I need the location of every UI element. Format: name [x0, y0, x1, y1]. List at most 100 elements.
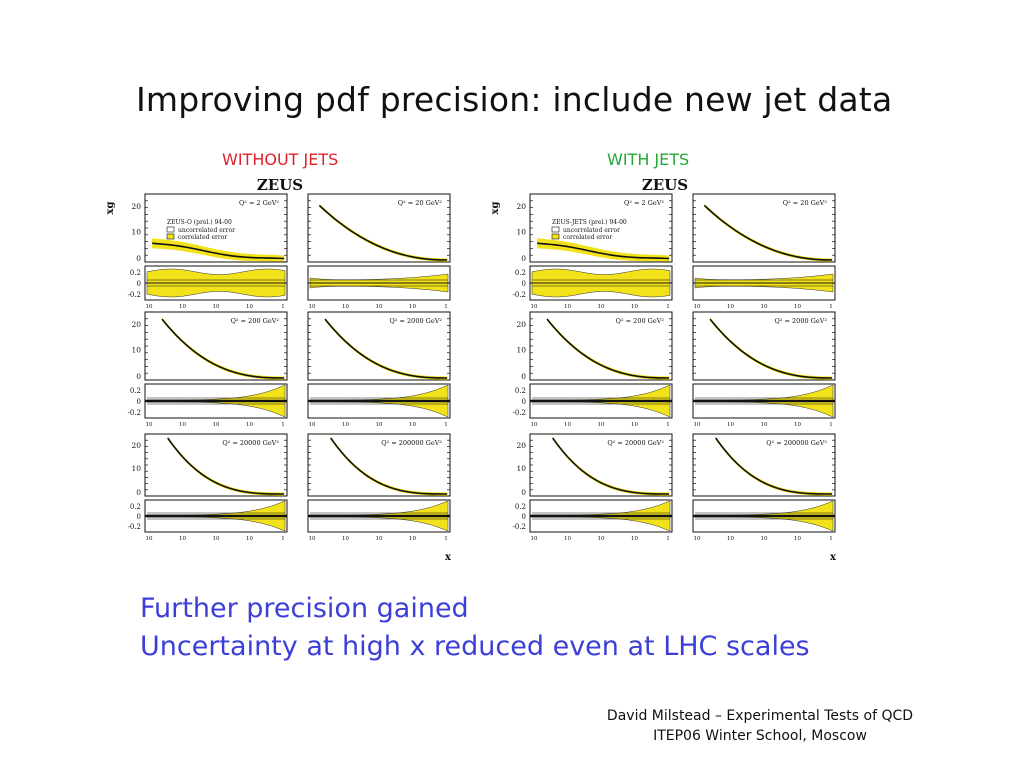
y-tick-label: 10 — [131, 345, 141, 354]
x-tick-label: 10 — [179, 304, 186, 310]
pdf-curve — [552, 437, 670, 495]
ratio-tick-label: 0 — [137, 398, 141, 406]
ratio-panel — [529, 499, 673, 533]
panel-frame — [307, 311, 451, 381]
q2-label: Q² = 20 GeV² — [783, 199, 828, 207]
x-tick-label: 10 — [376, 536, 383, 542]
y-tick-label: 0 — [136, 488, 141, 497]
x-tick-label: 10 — [246, 304, 253, 310]
ratio-tick-label: 0.2 — [130, 387, 141, 395]
plot-panel: Q² = 20000 GeV² — [529, 433, 673, 497]
x-tick-label: 10 — [179, 536, 186, 542]
error-band — [547, 317, 670, 380]
footer: David Milstead – Experimental Tests of Q… — [560, 706, 960, 746]
pdf-curve — [167, 437, 285, 495]
x-tick-label: 10 — [794, 422, 801, 428]
y-tick-label: 10 — [131, 227, 141, 236]
x-tick-label: 10 — [794, 304, 801, 310]
y-tick-label: 0 — [136, 254, 141, 263]
ratio-tick-label: 0 — [137, 513, 141, 521]
q2-label: Q² = 2 GeV² — [239, 199, 279, 207]
fit-label: ZEUS-JETS (prel.) 94-00 — [552, 219, 627, 226]
plot-panel: Q² = 20000 GeV² — [144, 433, 288, 497]
x-tick-label: 10 — [761, 304, 768, 310]
error-band — [710, 317, 833, 380]
panel-frame — [144, 433, 288, 497]
conclusion-text: Further precision gained Uncertainty at … — [140, 590, 810, 666]
plot-panel: Q² = 20 GeV² — [307, 193, 451, 263]
error-band — [152, 238, 285, 262]
x-tick-label: 10 — [409, 304, 416, 310]
ratio-panel — [692, 383, 836, 419]
x-tick-label: 10 — [531, 536, 538, 542]
x-axis-label: x — [445, 552, 452, 563]
x-tick-label: 10 — [179, 422, 186, 428]
ratio-tick-label: -0.2 — [513, 523, 527, 531]
slide-title: Improving pdf precision: include new jet… — [136, 80, 893, 119]
q2-label: Q² = 200000 GeV² — [766, 439, 827, 447]
pdf-curve — [709, 318, 833, 379]
x-tick-label: 1 — [829, 536, 833, 542]
plot-panel: Q² = 2 GeV² ZEUS-O (prel.) 94-00uncorrela… — [144, 193, 288, 263]
ratio-tick-label: -0.2 — [513, 291, 527, 299]
panel-frame — [529, 433, 673, 497]
plot-panel: Q² = 200 GeV² — [144, 311, 288, 381]
x-tick-label: 10 — [631, 422, 638, 428]
x-tick-label: 1 — [666, 422, 670, 428]
q2-label: Q² = 2000 GeV² — [390, 317, 443, 325]
y-tick-label: 20 — [131, 441, 141, 450]
ratio-tick-label: -0.2 — [128, 523, 142, 531]
ratio-panel — [529, 383, 673, 419]
x-tick-label: 10 — [409, 422, 416, 428]
x-tick-label: 10 — [598, 304, 605, 310]
x-tick-label: 1 — [444, 536, 448, 542]
x-tick-label: 10 — [694, 304, 701, 310]
pdf-curve — [715, 437, 833, 495]
ratio-tick-label: 0 — [522, 280, 526, 288]
x-tick-label: 10 — [409, 536, 416, 542]
pdf-curve — [546, 318, 670, 379]
x-axis-label: x — [830, 552, 837, 563]
y-tick-label: 20 — [516, 320, 526, 329]
y-axis-label: xg — [490, 202, 501, 215]
ratio-panel — [144, 265, 288, 301]
correlated-swatch — [166, 233, 175, 240]
ratio-panel — [144, 499, 288, 533]
ratio-tick-label: -0.2 — [128, 291, 142, 299]
ratio-panel — [144, 383, 288, 419]
x-tick-label: 10 — [213, 304, 220, 310]
y-tick-label: 0 — [521, 372, 526, 381]
x-tick-label: 1 — [829, 304, 833, 310]
x-tick-label: 10 — [376, 422, 383, 428]
x-tick-label: 10 — [342, 536, 349, 542]
pdf-curve — [703, 204, 833, 261]
x-tick-label: 10 — [631, 304, 638, 310]
zeus-figure-with-jets: ZEUS xg Q² = 2 GeV² ZEUS-JETS (prel.) 94-00… — [490, 176, 837, 563]
ratio-panel — [692, 265, 836, 301]
q2-label: Q² = 20000 GeV² — [222, 439, 279, 447]
conclusion-line-1: Further precision gained — [140, 593, 469, 624]
y-tick-label: 10 — [516, 227, 526, 236]
y-axis-label: xg — [105, 202, 116, 215]
plot-panel: Q² = 2 GeV² ZEUS-JETS (prel.) 94-00uncorr… — [529, 193, 673, 263]
ratio-tick-label: 0 — [137, 280, 141, 288]
pdf-curve — [152, 242, 285, 260]
y-tick-label: 20 — [131, 202, 141, 211]
y-tick-label: 0 — [136, 372, 141, 381]
y-tick-label: 20 — [516, 441, 526, 450]
uncorrelated-swatch — [551, 226, 560, 233]
legend-uncorrelated: uncorrelated error — [178, 227, 235, 234]
x-tick-label: 10 — [794, 536, 801, 542]
q2-label: Q² = 20000 GeV² — [607, 439, 664, 447]
q2-label: Q² = 2000 GeV² — [775, 317, 828, 325]
x-tick-label: 10 — [564, 536, 571, 542]
plot-panel: Q² = 200 GeV² — [529, 311, 673, 381]
ratio-panel — [307, 499, 451, 533]
panel-frame — [692, 433, 836, 497]
x-tick-label: 10 — [146, 536, 153, 542]
x-tick-label: 10 — [213, 536, 220, 542]
x-tick-label: 10 — [564, 422, 571, 428]
legend-correlated: correlated error — [563, 234, 612, 241]
x-tick-label: 10 — [531, 304, 538, 310]
x-tick-label: 10 — [631, 536, 638, 542]
